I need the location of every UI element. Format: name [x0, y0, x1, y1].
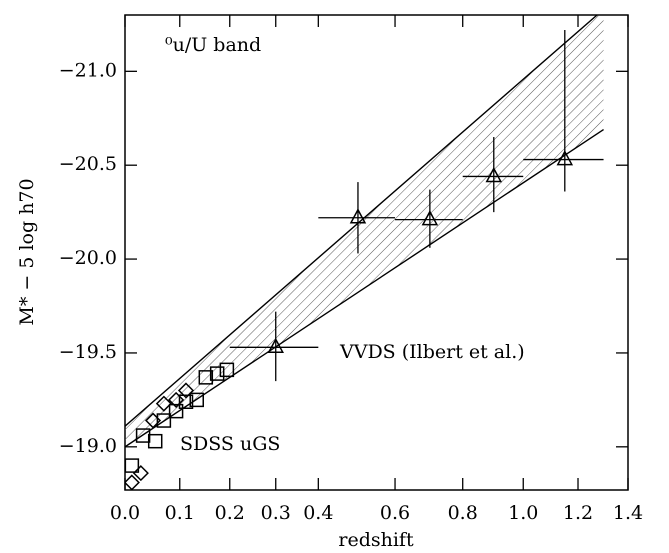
- band-area: [125, 15, 604, 447]
- x-axis-label: redshift: [338, 529, 414, 551]
- x-tick-label: 0.4: [303, 502, 333, 524]
- x-tick-label: 0.1: [165, 502, 195, 524]
- x-tick-label: 1.2: [563, 502, 593, 524]
- y-tick-label: −21.0: [59, 59, 117, 81]
- x-tick-label: 0.0: [110, 502, 140, 524]
- square-marker: [219, 362, 235, 378]
- square-marker: [135, 428, 151, 443]
- annotation-sdss: SDSS uGS: [180, 433, 280, 455]
- triangle-marker: [485, 166, 503, 183]
- triangle-marker: [349, 208, 367, 224]
- x-tick-label: 0.8: [448, 502, 478, 524]
- triangle-marker: [267, 337, 284, 354]
- square-marker: [168, 403, 184, 419]
- triangle-marker: [556, 149, 574, 166]
- x-tick-label: 1.4: [613, 502, 643, 524]
- y-axis-label: M* − 5 log h70: [16, 178, 38, 325]
- square-marker: [189, 392, 204, 408]
- x-tick-label: 1.0: [508, 502, 538, 524]
- y-tick-label: −20.0: [59, 247, 117, 269]
- diamond-marker: [177, 382, 195, 399]
- square-marker: [198, 370, 214, 385]
- x-tick-label: 0.6: [380, 502, 410, 524]
- band-edge: [125, 128, 604, 448]
- diamond-marker: [155, 395, 172, 412]
- y-tick-label: −19.0: [59, 435, 117, 457]
- x-tick-label: 0.2: [215, 502, 245, 524]
- diamond-marker: [125, 474, 140, 490]
- x-tick-label: 0.3: [261, 502, 291, 524]
- triangle-marker: [421, 210, 439, 226]
- diamond-marker: [144, 412, 162, 429]
- annotation-band: ⁰u/U band: [165, 34, 261, 56]
- annotation-vvds: VVDS (Ilbert et al.): [339, 341, 525, 363]
- plot-area: [125, 15, 604, 490]
- plot-frame: [124, 14, 629, 491]
- diamond-marker: [168, 391, 185, 408]
- diamond-marker: [132, 465, 149, 482]
- square-marker: [209, 366, 225, 381]
- square-marker: [156, 413, 172, 428]
- square-marker: [147, 433, 163, 449]
- y-tick-label: −19.5: [59, 341, 117, 363]
- square-marker: [178, 394, 194, 410]
- square-marker: [125, 458, 140, 473]
- y-tick-label: −20.5: [59, 153, 117, 175]
